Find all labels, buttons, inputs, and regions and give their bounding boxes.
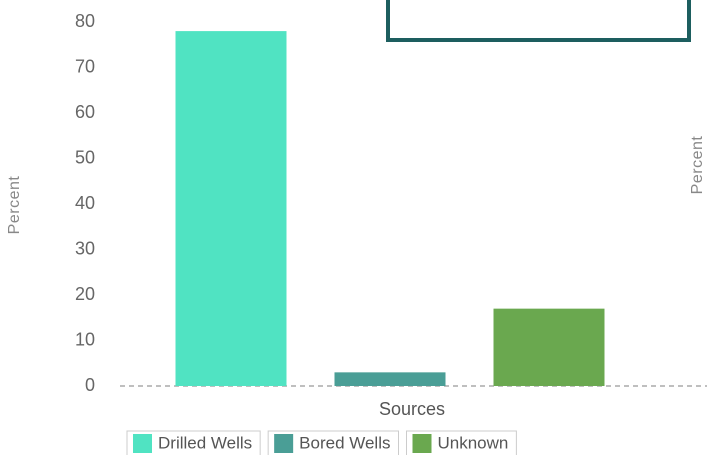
y-tick-label: 70 xyxy=(75,56,95,76)
legend-swatch xyxy=(274,434,294,453)
legend-label: Drilled Wells xyxy=(158,433,252,452)
legend-swatch xyxy=(412,434,432,453)
x-axis-title: Sources xyxy=(379,399,445,419)
legend-label: Unknown xyxy=(438,433,509,452)
y-tick-label: 30 xyxy=(75,238,95,258)
y2-axis-title: Percent xyxy=(689,136,706,195)
bar xyxy=(334,372,446,386)
tooltip-box xyxy=(386,0,691,42)
y-tick-label: 40 xyxy=(75,193,95,213)
y-tick-label: 80 xyxy=(75,11,95,31)
y-tick-label: 50 xyxy=(75,147,95,167)
bar xyxy=(493,308,605,386)
y-tick-label: 10 xyxy=(75,329,95,349)
y-tick-label: 0 xyxy=(85,375,95,395)
y-axis-title: Percent xyxy=(6,176,23,235)
legend-label: Bored Wells xyxy=(299,433,390,452)
legend-swatch xyxy=(133,434,152,453)
y-tick-label: 20 xyxy=(75,284,95,304)
bar xyxy=(175,31,287,386)
y-tick-label: 60 xyxy=(75,102,95,122)
